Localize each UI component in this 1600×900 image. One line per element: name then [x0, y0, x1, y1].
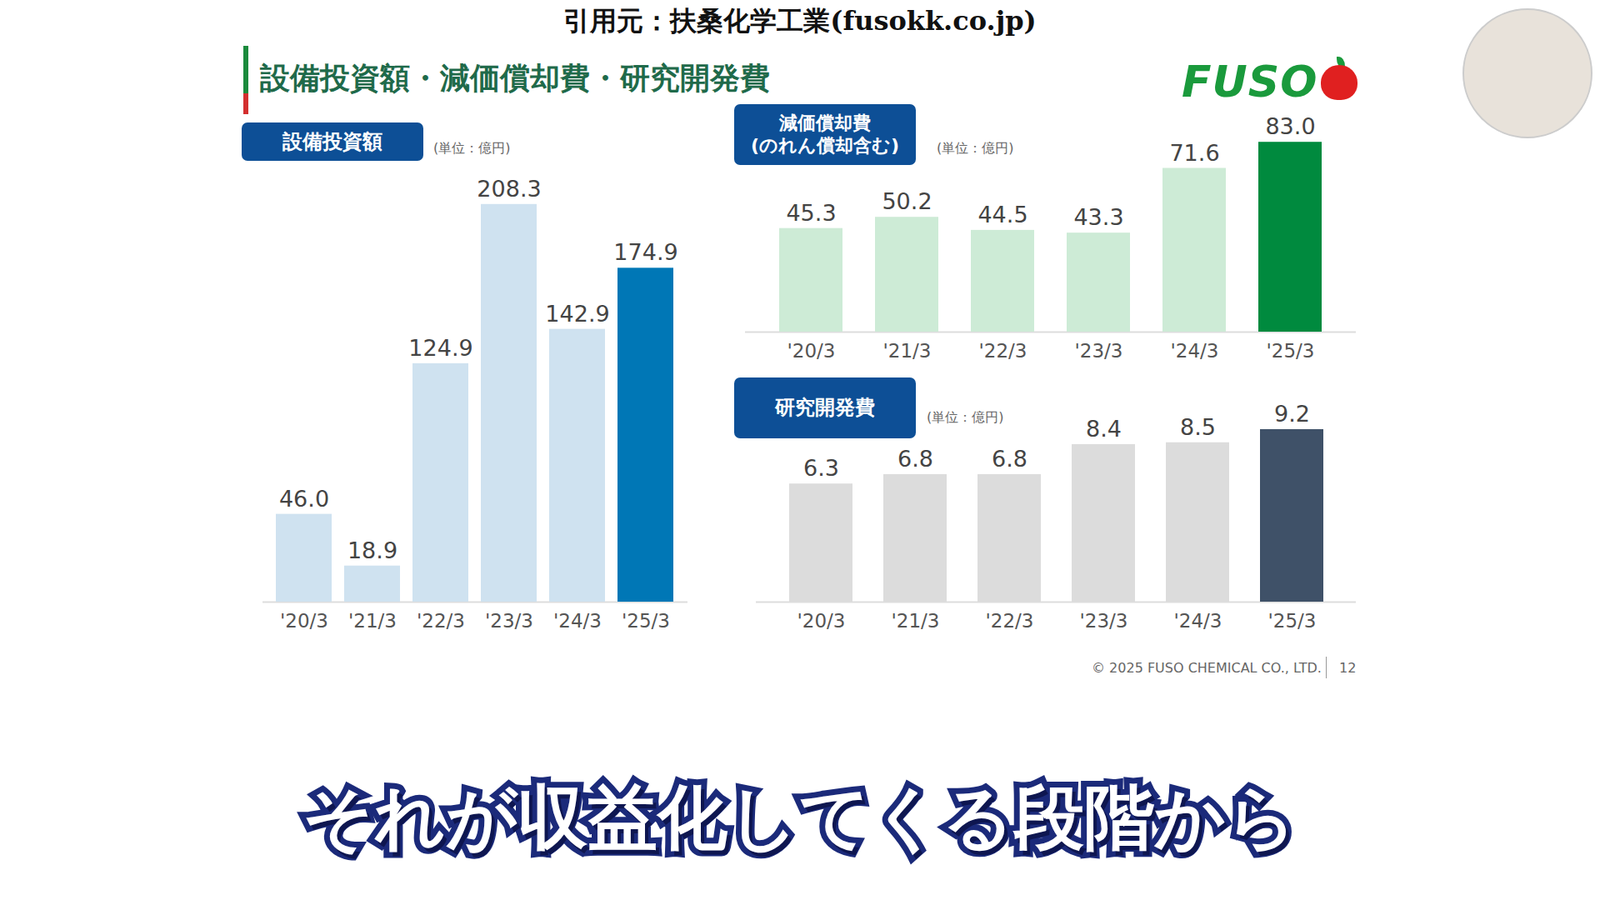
svg-text:'20/3: '20/3: [797, 610, 846, 632]
html-text:それが収益化してくる段階から: それが収益化してくる段階から: [302, 776, 1298, 859]
svg-text:'20/3: '20/3: [280, 610, 329, 632]
svg-text:43.3: 43.3: [1073, 204, 1124, 230]
html-text:引用元：扶桑化学工業(fusokk.co.jp): 引用元：扶桑化学工業(fusokk.co.jp): [563, 5, 1037, 37]
svg-text:'24/3: '24/3: [1170, 340, 1220, 362]
html-text:FUSO: FUSO: [1181, 56, 1318, 107]
html-text:設備投資額・減価償却費・研究開発費: 設備投資額・減価償却費・研究開発費: [260, 60, 770, 95]
svg-text:'23/3: '23/3: [485, 610, 534, 632]
html-text:(単位：億円): (単位：億円): [926, 409, 1004, 425]
svg-text:'23/3: '23/3: [1075, 340, 1124, 362]
svg-text:'25/3: '25/3: [1268, 610, 1317, 632]
svg-text:'25/3: '25/3: [621, 610, 670, 632]
svg-text:'20/3: '20/3: [787, 340, 836, 362]
svg-text:'25/3: '25/3: [1266, 340, 1315, 362]
svg-text:8.4: 8.4: [1085, 415, 1122, 442]
svg-text:'22/3: '22/3: [416, 610, 465, 632]
html-text:12: 12: [1339, 660, 1357, 676]
html-text:(単位：億円): (単位：億円): [936, 140, 1014, 156]
svg-text:8.5: 8.5: [1180, 414, 1216, 440]
svg-text:6.8: 6.8: [897, 445, 934, 472]
svg-text:'24/3: '24/3: [553, 610, 602, 632]
svg-text:9.2: 9.2: [1274, 400, 1310, 427]
svg-text:174.9: 174.9: [613, 239, 678, 265]
html-text:設備投資額: 設備投資額: [282, 129, 383, 153]
svg-text:'21/3: '21/3: [883, 340, 932, 362]
html-text:© 2025 FUSO CHEMICAL CO., LTD.: © 2025 FUSO CHEMICAL CO., LTD.: [1091, 660, 1322, 676]
svg-text:208.3: 208.3: [476, 175, 541, 202]
svg-text:44.5: 44.5: [977, 201, 1028, 228]
svg-text:71.6: 71.6: [1169, 140, 1220, 166]
svg-text:83.0: 83.0: [1265, 113, 1315, 140]
svg-text:'22/3: '22/3: [985, 610, 1035, 632]
svg-text:45.3: 45.3: [785, 200, 836, 226]
svg-text:142.9: 142.9: [545, 300, 610, 327]
svg-text:46.0: 46.0: [279, 485, 330, 512]
svg-text:18.9: 18.9: [347, 537, 398, 564]
html-text:減価償却費: 減価償却費: [779, 112, 871, 134]
svg-text:50.2: 50.2: [881, 188, 932, 215]
svg-text:'21/3: '21/3: [348, 610, 397, 632]
svg-text:6.8: 6.8: [991, 445, 1028, 472]
svg-text:'24/3: '24/3: [1174, 610, 1223, 632]
html-text:(単位：億円): (単位：億円): [433, 140, 511, 156]
svg-text:124.9: 124.9: [408, 335, 473, 361]
html-text:(のれん償却含む): (のれん償却含む): [750, 134, 900, 156]
svg-text:'23/3: '23/3: [1080, 610, 1129, 632]
svg-text:'22/3: '22/3: [979, 340, 1028, 362]
html-text:研究開発費: 研究開発費: [775, 395, 875, 420]
svg-text:6.3: 6.3: [803, 455, 840, 481]
svg-text:'21/3: '21/3: [891, 610, 940, 632]
